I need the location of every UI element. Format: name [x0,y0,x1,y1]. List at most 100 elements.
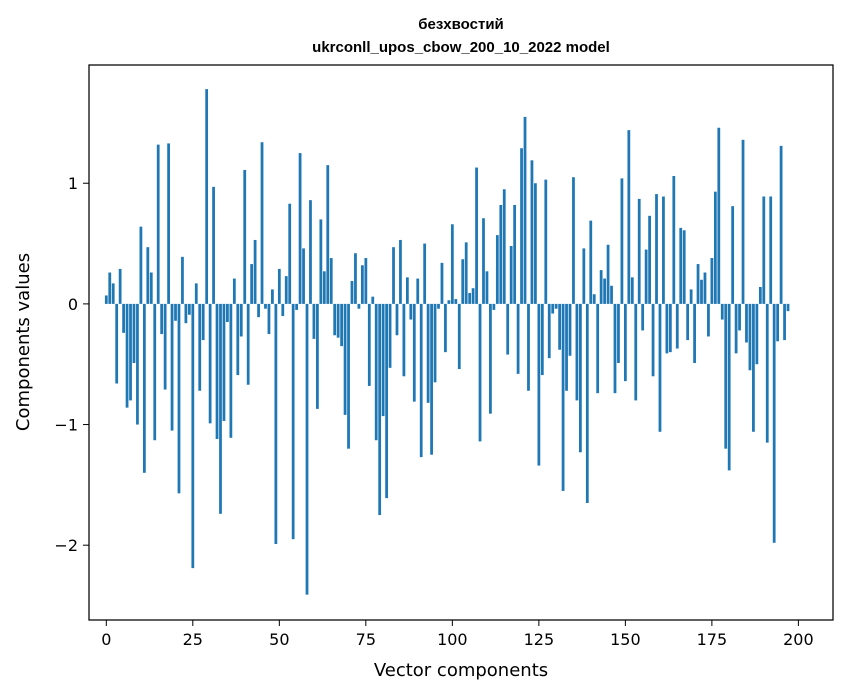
bar [329,258,333,304]
bar [468,293,472,304]
chart-title: безхвостий [418,16,504,33]
bar [506,303,510,355]
bar [534,183,537,304]
bar [509,245,513,304]
bar [748,303,752,371]
bar [537,303,541,466]
bar [637,198,641,304]
y-axis-label: Components values [13,253,34,431]
bar [502,189,506,304]
bar [516,303,520,374]
bar [478,303,482,442]
bar [226,303,229,322]
bar [662,196,665,304]
bar [464,242,468,304]
x-tick-label: 0 [101,630,111,649]
bar [381,303,385,417]
bar [779,145,783,304]
bar [703,272,707,304]
bar [675,303,679,349]
bar [392,247,395,304]
bar [305,303,309,595]
bar [589,220,593,304]
bar [246,303,250,385]
bar [177,303,181,494]
bar [108,272,112,304]
bar [769,196,773,304]
x-tick-label: 25 [183,630,203,649]
bar [222,303,226,421]
bar [724,303,728,449]
bar [229,303,233,438]
bar [651,303,655,377]
bar [731,206,735,304]
bar [745,303,748,343]
bar [388,303,392,368]
bar [277,268,281,304]
bar [513,204,517,304]
bar [309,200,312,304]
bar [738,303,741,331]
bar [174,303,177,321]
bar [727,303,731,471]
x-tick-label: 175 [697,630,728,649]
bar [149,272,153,304]
bar [734,303,738,354]
bar [620,178,624,304]
bar [142,303,146,473]
bar [786,303,790,312]
bar [489,303,492,414]
bar [617,303,620,364]
y-tick-label: 0 [68,295,78,314]
bar [758,287,762,304]
bar [606,244,610,304]
bar [482,218,485,304]
bar [527,303,530,391]
bar [187,303,191,315]
bar [267,303,271,335]
bar [523,116,527,304]
bar [447,300,451,304]
bar [693,303,696,364]
bar [288,203,292,304]
bar [160,303,164,335]
bar [156,144,160,304]
bar [402,303,406,377]
bar [215,303,219,440]
bar [547,303,551,359]
bar [572,177,575,304]
bar [485,271,489,304]
bar [423,243,427,304]
bar [648,215,651,304]
bar [316,303,319,409]
bar [700,279,703,304]
bar [364,258,368,304]
bar [347,303,350,449]
y-axis-ticks: −2 −1 0 1 [54,174,89,555]
bar [641,303,645,331]
bar [613,303,617,394]
bar [495,235,499,304]
bar [433,303,437,383]
bar [405,277,409,304]
bar [201,303,205,341]
bar [568,303,572,356]
bar [492,303,496,310]
bar [551,303,555,314]
bar [689,289,693,304]
bar [367,303,371,386]
bar [668,303,672,353]
bar [181,256,184,304]
bar [132,303,136,364]
bar [257,303,260,318]
x-tick-label: 100 [437,630,468,649]
bar-series [104,89,790,595]
bar [665,303,669,354]
bar [426,303,430,403]
x-tick-label: 150 [610,630,641,649]
bar [623,303,627,382]
bar [558,303,562,350]
bar [170,303,174,431]
y-tick-label: −1 [54,416,78,435]
